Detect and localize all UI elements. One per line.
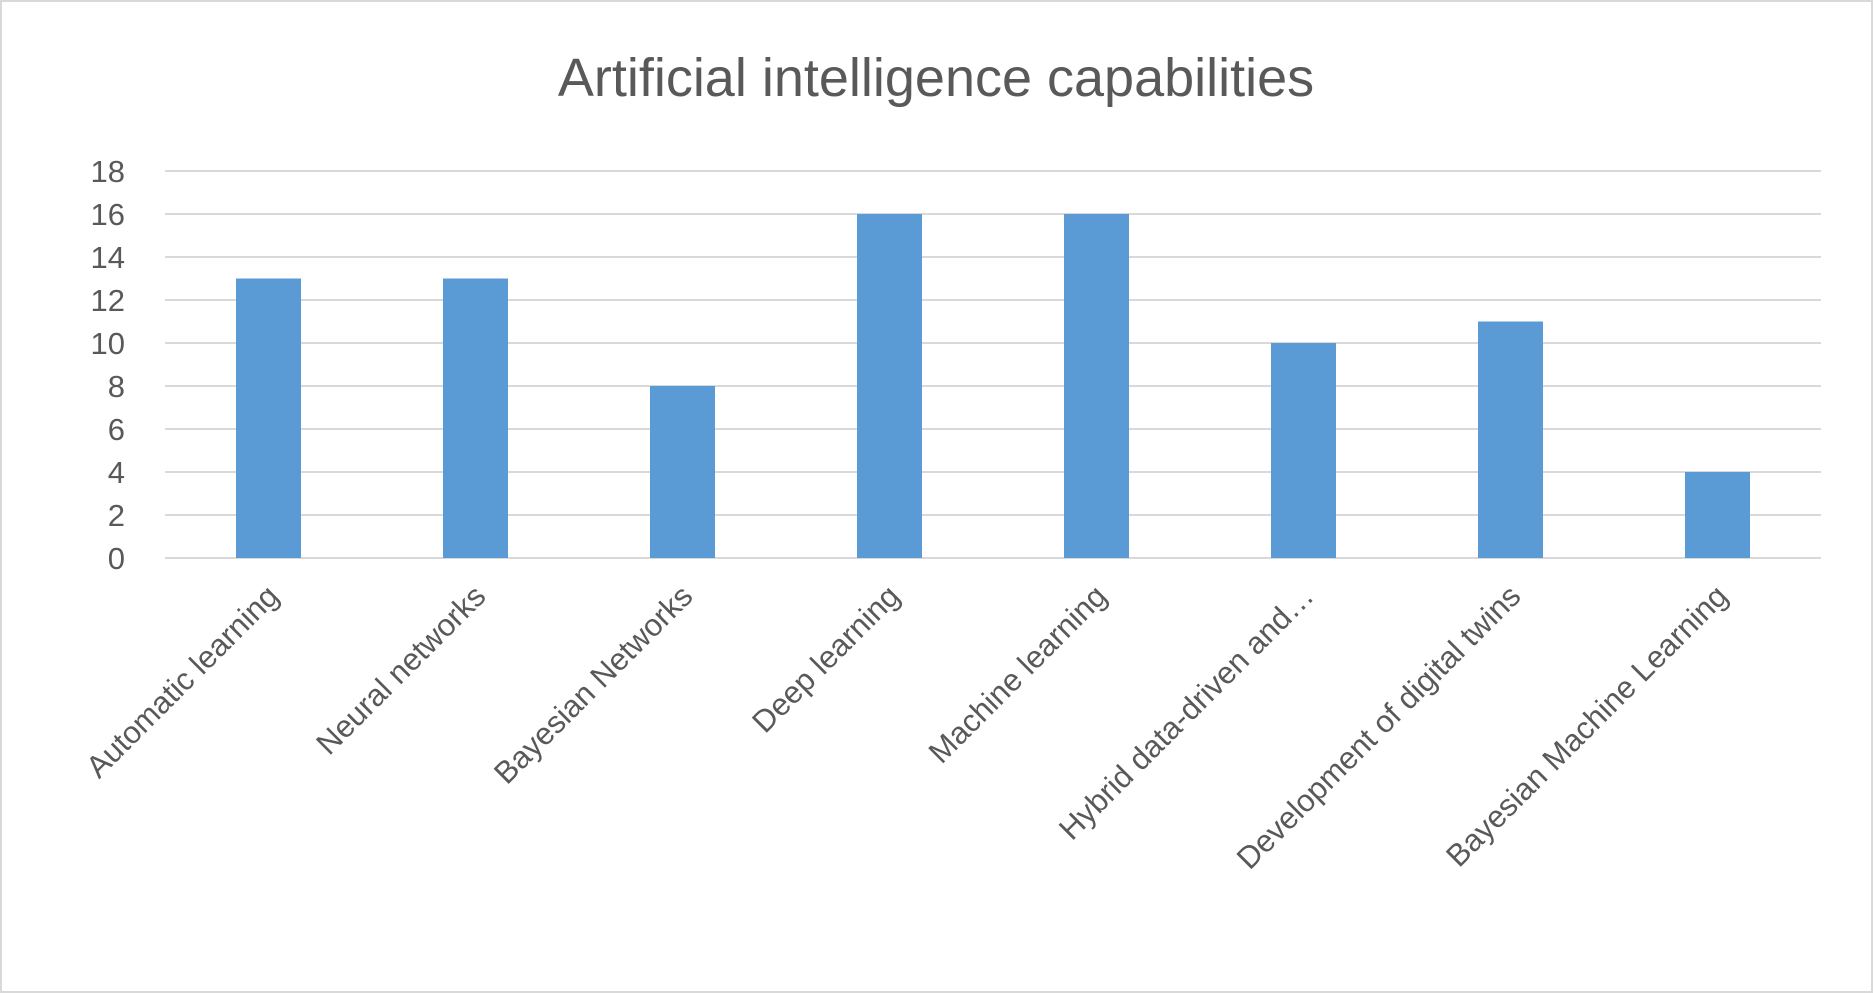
chart-title: Artificial intelligence capabilities [558, 48, 1314, 108]
y-tick-label: 16 [91, 197, 125, 232]
y-tick-label: 14 [91, 240, 125, 275]
y-tick-label: 10 [91, 326, 125, 361]
x-tick-label: Neural networks [309, 578, 492, 761]
y-tick-label: 2 [108, 498, 125, 533]
bar [236, 278, 301, 558]
bars [236, 214, 1750, 558]
y-tick-label: 8 [108, 369, 125, 404]
y-tick-label: 4 [108, 455, 125, 490]
x-tick-label: Machine learning [922, 578, 1114, 770]
y-axis-ticks: 0 2 4 6 8 10 12 14 16 18 [91, 154, 125, 576]
bar [443, 278, 508, 558]
bar [1271, 343, 1336, 558]
bar [1685, 472, 1750, 558]
x-tick-label: Bayesian Networks [487, 578, 699, 790]
y-tick-label: 6 [108, 412, 125, 447]
x-tick-label: Deep learning [745, 578, 906, 739]
x-tick-label: Automatic learning [79, 578, 285, 784]
y-tick-label: 12 [91, 283, 125, 318]
x-axis-ticks: Automatic learning Neural networksBayesia… [79, 578, 1734, 876]
y-tick-label: 0 [108, 541, 125, 576]
y-tick-label: 18 [91, 154, 125, 189]
bar [1478, 321, 1543, 558]
bar [857, 214, 922, 558]
gridlines [165, 170, 1821, 559]
bar [1064, 214, 1129, 558]
bar [650, 386, 715, 558]
